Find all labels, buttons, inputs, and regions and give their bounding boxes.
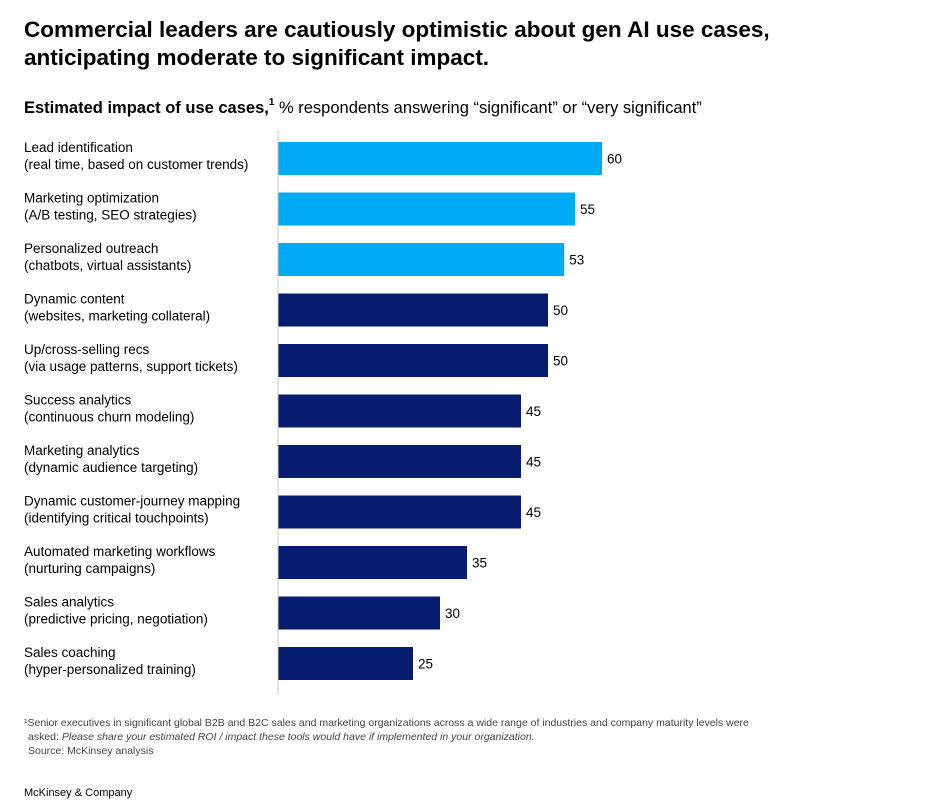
bar	[278, 192, 575, 226]
footnote-question: Please share your estimated ROI / impact…	[61, 731, 535, 743]
category-sublabel: (A/B testing, SEO strategies)	[24, 208, 197, 223]
bar	[278, 546, 467, 579]
category-label: Personalized outreach	[24, 241, 158, 256]
brand-logo-text: McKinsey & Company	[24, 787, 133, 799]
bar	[278, 596, 440, 630]
subtitle-regular: % respondents answering “significant” or…	[274, 99, 702, 117]
category-sublabel: (websites, marketing collateral)	[24, 309, 210, 324]
category-sublabel: (hyper-personalized training)	[24, 662, 196, 677]
category-sublabel: (via usage patterns, support tickets)	[24, 359, 238, 374]
chart-title-line-2: anticipating moderate to significant imp…	[24, 45, 490, 70]
bar	[278, 445, 521, 478]
footnote: ¹Senior executives in significant global…	[24, 716, 824, 758]
bar	[278, 495, 521, 529]
data-label: 45	[526, 505, 541, 520]
category-label: Lead identification	[24, 140, 133, 155]
data-label: 45	[526, 404, 541, 419]
category-label: Success analytics	[24, 393, 132, 408]
category-sublabel: (predictive pricing, negotiation)	[24, 612, 208, 627]
bar	[278, 344, 548, 377]
category-label: Dynamic customer-journey mapping	[24, 494, 240, 509]
chart-title-line-1: Commercial leaders are cautiously optimi…	[24, 17, 770, 42]
data-label: 35	[472, 556, 487, 571]
category-sublabel: (real time, based on customer trends)	[24, 157, 248, 172]
subtitle-bold: Estimated impact of use cases,	[24, 99, 269, 117]
category-sublabel: (dynamic audience targeting)	[24, 460, 198, 475]
data-label: 55	[580, 202, 595, 217]
bar	[278, 243, 565, 276]
footnote-line-2: asked: Please share your estimated ROI /…	[24, 730, 824, 744]
category-label: Marketing analytics	[24, 443, 140, 458]
category-label: Sales analytics	[24, 595, 114, 610]
data-label: 30	[445, 606, 460, 621]
chart-title: Commercial leaders are cautiously optimi…	[24, 16, 904, 72]
data-label: 45	[526, 455, 541, 470]
data-label: 50	[553, 303, 568, 318]
footnote-line-2-prefix: asked:	[28, 731, 62, 743]
bar	[278, 142, 602, 175]
footnote-source: Source: McKinsey analysis	[28, 745, 154, 757]
bar-chart: 60 Lead identification (real time, based o…	[24, 130, 622, 695]
category-label: Marketing optimization	[24, 191, 159, 206]
data-label: 53	[569, 253, 584, 268]
category-sublabel: (identifying critical touchpoints)	[24, 511, 209, 526]
bar	[278, 647, 413, 680]
footnote-line-1: ¹Senior executives in significant global…	[24, 717, 749, 729]
category-label: Dynamic content	[24, 292, 125, 307]
category-sublabel: (chatbots, virtual assistants)	[24, 258, 191, 273]
category-sublabel: (nurturing campaigns)	[24, 561, 155, 576]
data-label: 60	[607, 152, 622, 167]
bar	[278, 293, 548, 327]
chart-subtitle: Estimated impact of use cases,1 % respon…	[24, 97, 702, 118]
category-label: Sales coaching	[24, 645, 116, 660]
bar	[278, 394, 521, 428]
category-label: Up/cross-selling recs	[24, 342, 150, 357]
bars-layer: 60 Lead identification (real time, based o…	[24, 140, 622, 680]
category-label: Automated marketing workflows	[24, 544, 216, 559]
footnote-marker: 1	[268, 97, 275, 108]
category-sublabel: (continuous churn modeling)	[24, 410, 194, 425]
data-label: 25	[418, 657, 433, 672]
data-label: 50	[553, 354, 568, 369]
